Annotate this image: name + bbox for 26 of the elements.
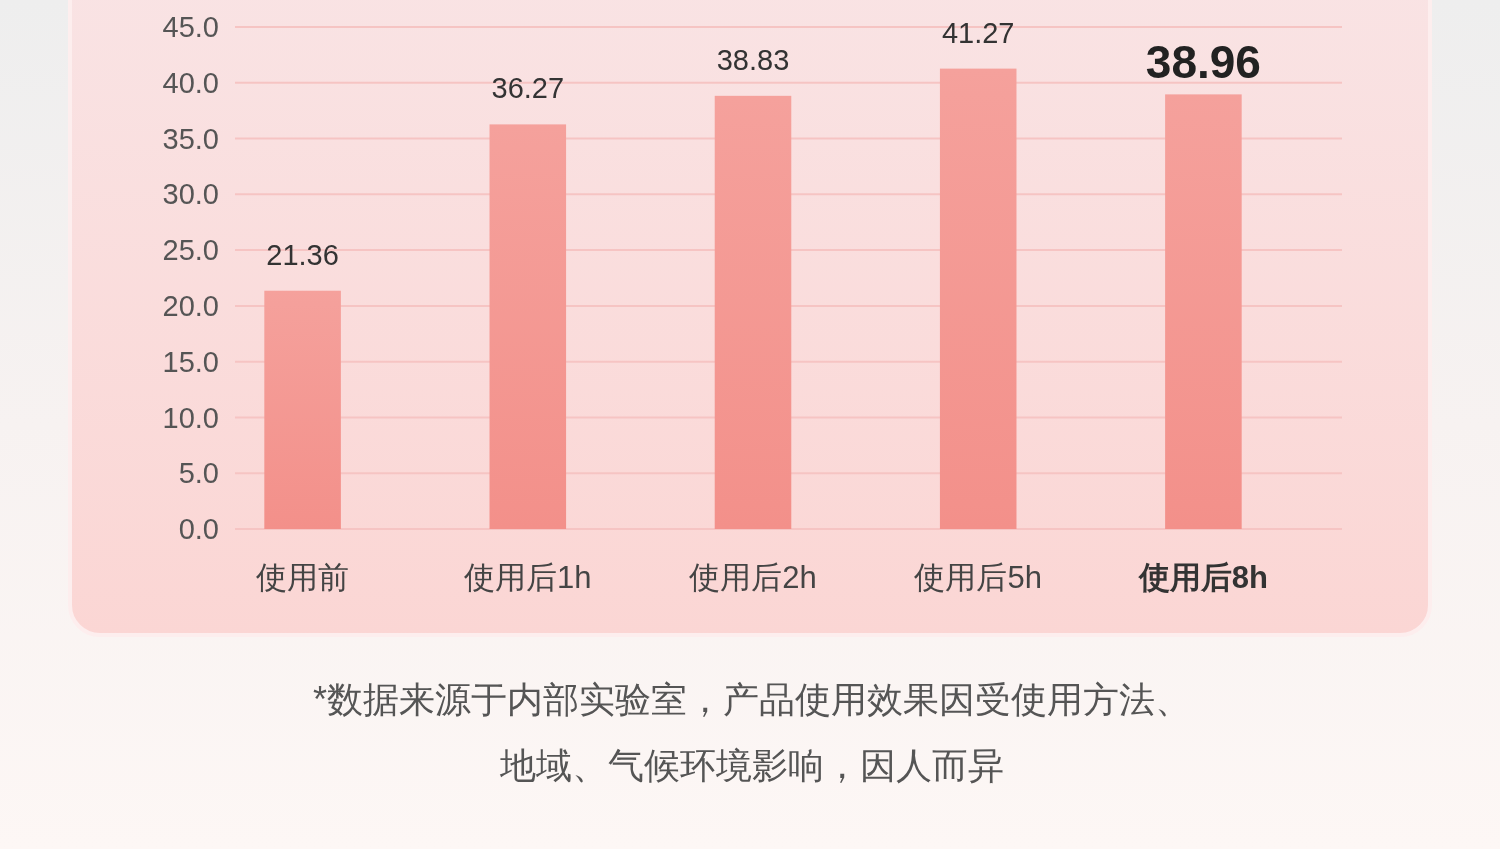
y-tick-label: 0.0 bbox=[178, 513, 219, 546]
y-tick-label: 10.0 bbox=[162, 401, 219, 434]
bar bbox=[489, 124, 567, 529]
data-label: 36.27 bbox=[491, 72, 565, 105]
bar bbox=[939, 68, 1017, 529]
y-tick-label: 40.0 bbox=[162, 66, 219, 99]
x-tick-label: 使用前 bbox=[256, 560, 350, 595]
x-tick-label: 使用后1h bbox=[464, 560, 592, 595]
data-label: 41.27 bbox=[941, 16, 1015, 49]
y-tick-label: 30.0 bbox=[162, 178, 219, 211]
y-tick-label: 25.0 bbox=[162, 234, 219, 267]
data-label: 38.96 bbox=[1145, 36, 1261, 89]
y-tick-label: 5.0 bbox=[178, 457, 219, 490]
data-label: 21.36 bbox=[266, 238, 339, 271]
y-tick-label: 20.0 bbox=[162, 290, 219, 323]
bar bbox=[1165, 94, 1242, 529]
bar bbox=[264, 290, 341, 529]
bar bbox=[714, 95, 792, 529]
x-tick-label: 使用后8h bbox=[1137, 560, 1268, 595]
x-tick-label: 使用后2h bbox=[689, 560, 817, 595]
x-tick-label: 使用后5h bbox=[914, 560, 1042, 595]
data-label: 38.83 bbox=[716, 43, 790, 76]
y-tick-label: 15.0 bbox=[162, 345, 219, 378]
y-tick-label: 45.0 bbox=[162, 11, 219, 44]
text: *数据来源于内部实验室，产品使用效果因受使用方法、地域、气候环境影响，因人而异 bbox=[312, 679, 1192, 786]
y-tick-label: 35.0 bbox=[162, 122, 219, 155]
